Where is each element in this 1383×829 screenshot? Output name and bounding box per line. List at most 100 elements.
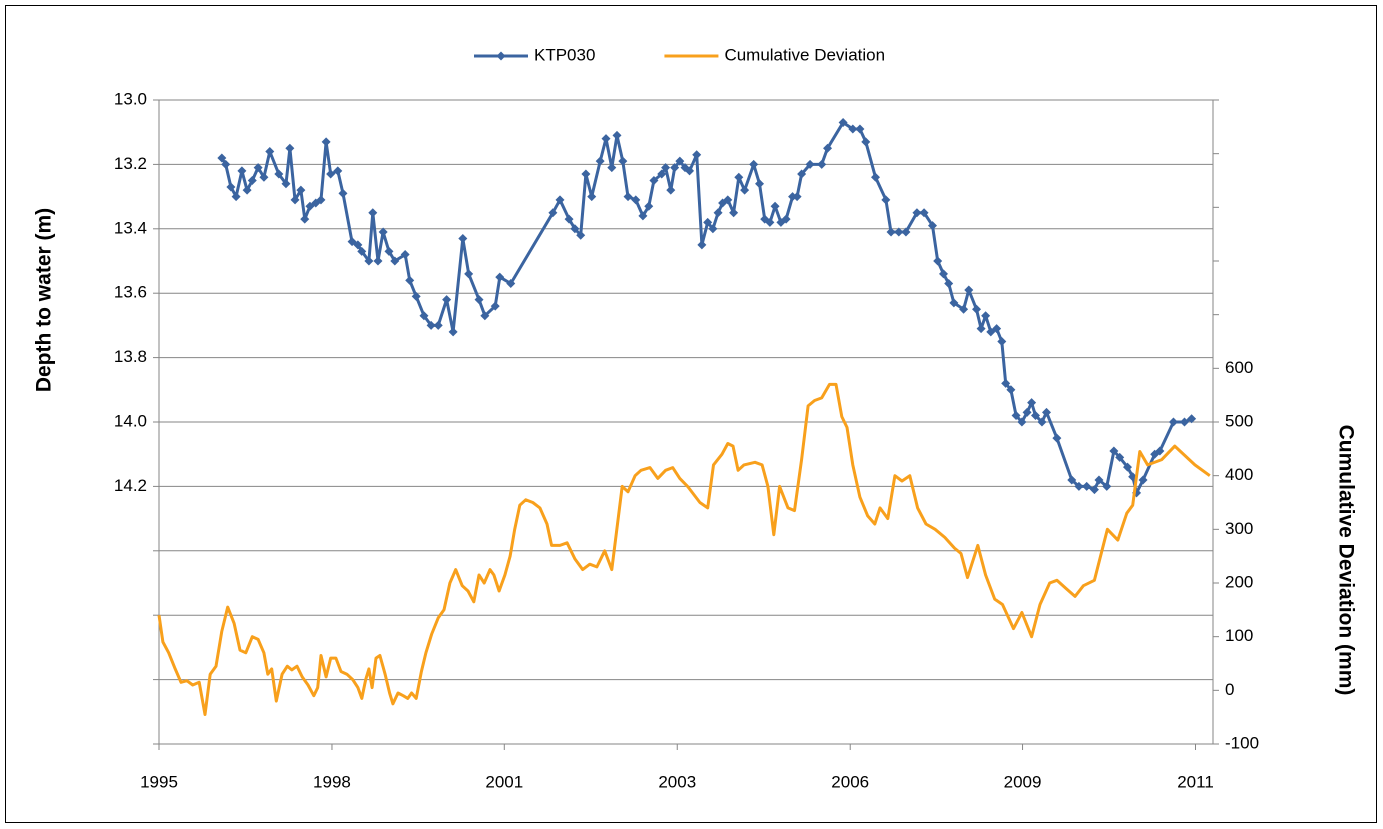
x-tick-label: 2003: [658, 772, 696, 791]
data-point: [912, 208, 922, 218]
data-point: [555, 195, 565, 205]
data-point: [1109, 446, 1119, 456]
data-point: [259, 172, 269, 182]
data-point: [419, 311, 429, 321]
y-tick-label: 13.4: [114, 218, 147, 237]
data-point: [285, 143, 295, 153]
data-point: [1042, 407, 1052, 417]
data-point: [506, 279, 516, 289]
data-point: [823, 143, 833, 153]
data-point: [1089, 485, 1099, 495]
x-tick-label: 2011: [1177, 772, 1214, 791]
data-point: [1022, 407, 1032, 417]
data-point: [997, 337, 1007, 346]
data-point: [685, 166, 695, 176]
data-point: [321, 137, 331, 147]
data-point: [231, 192, 241, 202]
data-point: [861, 137, 871, 147]
data-point: [612, 130, 622, 140]
data-point: [1179, 417, 1189, 427]
data-point: [1102, 481, 1112, 491]
y2-tick-label: 200: [1225, 572, 1253, 591]
data-point: [1138, 475, 1148, 485]
data-point: [781, 214, 791, 224]
data-point: [886, 227, 896, 237]
y-axis-title: Depth to water (m): [33, 208, 56, 392]
y2-axis-title: Cumulative Deviation (mm): [1334, 425, 1357, 696]
data-point: [1001, 378, 1011, 388]
data-point: [986, 327, 996, 337]
data-point: [870, 172, 880, 182]
data-point: [949, 298, 959, 308]
data-point: [290, 195, 300, 205]
data-point: [1052, 433, 1062, 443]
data-point: [490, 301, 500, 311]
data-point: [972, 304, 982, 314]
data-point: [601, 134, 611, 144]
data-point: [1074, 481, 1084, 491]
data-point: [495, 272, 505, 282]
data-point: [368, 208, 378, 218]
y-tick-label: 13.6: [114, 283, 147, 302]
data-point: [316, 195, 326, 205]
data-point: [353, 240, 363, 250]
y2-tick-label: -100: [1225, 733, 1259, 752]
data-point: [338, 188, 348, 198]
data-point: [644, 201, 654, 211]
data-point: [765, 217, 775, 227]
data-point: [226, 182, 236, 192]
data-point: [480, 311, 490, 321]
y2-tick-label: 100: [1225, 626, 1253, 645]
data-point: [749, 159, 759, 169]
data-point: [433, 320, 443, 330]
data-point: [944, 279, 954, 289]
chart-border: [5, 5, 1377, 823]
data-point: [595, 156, 605, 166]
data-point: [217, 153, 227, 163]
data-point: [618, 156, 628, 166]
data-point: [703, 217, 713, 227]
data-point: [373, 256, 383, 266]
data-point: [587, 192, 597, 202]
data-point: [247, 176, 257, 185]
data-point: [788, 192, 798, 202]
data-point: [723, 195, 733, 205]
data-point: [964, 285, 974, 295]
data-point: [729, 208, 739, 218]
series-line: [157, 382, 1211, 716]
x-tick-label: 2001: [485, 772, 523, 791]
data-point: [919, 208, 929, 218]
data-point: [894, 227, 904, 237]
data-point: [1067, 475, 1077, 485]
data-point: [881, 195, 891, 205]
data-point: [390, 256, 400, 266]
data-point: [838, 118, 848, 128]
data-point: [740, 185, 750, 195]
data-point: [670, 163, 680, 173]
data-point: [378, 227, 388, 237]
data-point: [661, 163, 671, 173]
data-point: [364, 256, 374, 266]
y2-tick-label: 0: [1225, 680, 1234, 699]
y-tick-label: 13.0: [114, 89, 147, 108]
data-point: [1030, 411, 1040, 421]
data-point: [474, 295, 484, 305]
x-tick-label: 1998: [313, 772, 351, 791]
data-point: [797, 169, 807, 179]
data-point: [564, 214, 574, 224]
data-point: [692, 150, 702, 160]
data-point: [1115, 452, 1125, 462]
data-point: [296, 185, 306, 195]
data-point: [976, 324, 986, 334]
data-point: [734, 172, 744, 182]
data-point: [1027, 398, 1037, 408]
data-point: [448, 327, 458, 337]
y2-tick-label: 300: [1225, 519, 1253, 538]
data-point: [848, 124, 858, 134]
data-point: [221, 159, 231, 169]
data-point: [265, 147, 275, 157]
legend-label: Cumulative Deviation: [724, 45, 885, 64]
data-point: [333, 166, 343, 176]
data-point: [253, 163, 263, 173]
